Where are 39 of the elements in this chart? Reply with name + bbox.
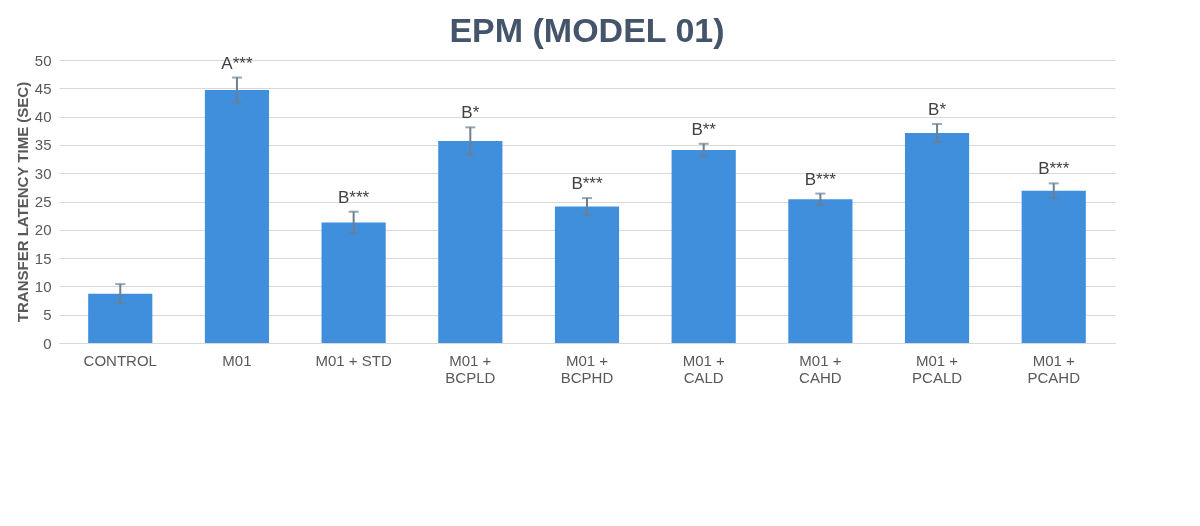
x-tick-label: M01 + PCAHD — [1027, 351, 1081, 386]
y-tick-label: 35 — [34, 136, 52, 154]
y-axis-title: TRANSFER LATENCY TIME (SEC) — [13, 81, 31, 323]
y-tick-label: 40 — [34, 108, 52, 126]
x-tick-label: M01 + CALD — [682, 351, 725, 386]
y-tick-label: 10 — [34, 277, 52, 295]
y-tick-label: 50 — [34, 51, 52, 69]
bar — [321, 222, 386, 343]
x-tick-label: M01 + STD — [315, 351, 392, 369]
bar — [904, 133, 970, 343]
annotation: B*** — [1038, 159, 1070, 179]
x-tick-label: M01 — [222, 351, 252, 369]
bar — [88, 293, 153, 343]
x-tick-label: CONTROL — [83, 351, 157, 369]
y-tick-label: 5 — [43, 306, 52, 324]
annotation: B*** — [571, 174, 603, 194]
y-tick-label: 30 — [34, 164, 52, 182]
annotation: A*** — [221, 53, 253, 73]
annotation: B*** — [804, 169, 837, 189]
annotation: B** — [691, 119, 717, 139]
x-tick-label: M01 + BCPHD — [560, 351, 614, 386]
y-tick-label: 25 — [34, 193, 52, 210]
bar — [204, 90, 270, 343]
y-tick-label: 15 — [34, 249, 52, 267]
bar — [1021, 190, 1086, 343]
annotation: B* — [461, 103, 480, 123]
y-tick-label: 20 — [34, 221, 52, 239]
y-tick-label: 45 — [34, 79, 52, 97]
bar — [438, 140, 503, 343]
x-tick-label: M01 + BCPLD — [445, 351, 496, 386]
bar — [788, 199, 853, 343]
bar — [554, 206, 620, 343]
x-tick-label: M01 + PCALD — [912, 351, 963, 386]
annotation: B*** — [338, 187, 370, 207]
y-tick-label: 0 — [43, 334, 52, 352]
chart-title: EPM (MODEL 01) — [449, 11, 725, 49]
bar — [671, 149, 736, 343]
x-tick-label: M01 + CAHD — [799, 351, 842, 386]
annotation: B* — [928, 99, 947, 119]
